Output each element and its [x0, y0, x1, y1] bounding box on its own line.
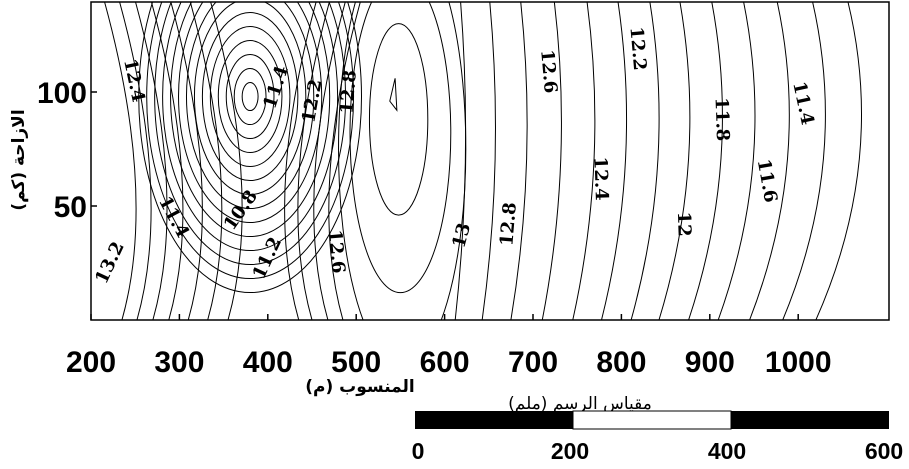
contour-label: 12.8 [336, 69, 361, 115]
x-tick-label: 400 [243, 346, 293, 379]
contour-line [138, 2, 362, 294]
contour-label: 12.2 [298, 78, 326, 125]
x-tick-label: 1000 [765, 346, 832, 379]
scale-bar-title: مقياس الرسم (ملم) [508, 394, 652, 414]
contour-line [688, 2, 723, 320]
x-axis-label: المنسوب (م) [305, 377, 415, 397]
x-tick-label: 600 [420, 346, 470, 379]
contour-line [233, 68, 267, 126]
x-axis-ticks: 200 300 400 500 600 700 800 900 1000 [66, 314, 832, 379]
scale-segment-3 [731, 411, 889, 429]
contour-line [510, 2, 528, 320]
contour-line [225, 54, 275, 140]
contour-line [630, 2, 660, 320]
x-tick-label: 800 [596, 346, 646, 379]
contour-line [170, 2, 331, 238]
contour-line [389, 78, 398, 112]
contour-label: 11.4 [788, 80, 818, 127]
x-tick-label: 500 [331, 346, 381, 379]
contour-line [201, 12, 299, 182]
contour-line [241, 82, 259, 112]
contour-line [150, 2, 184, 320]
contour-label: 12.6 [324, 229, 349, 275]
contour-line [193, 2, 307, 196]
contour-line [338, 2, 467, 320]
contour-line [717, 2, 756, 320]
contour-label: 12.6 [536, 49, 561, 95]
contour-line [601, 2, 628, 320]
contour-label: 11.4 [154, 193, 193, 242]
scale-tick-400: 400 [708, 438, 746, 464]
x-tick-label: 200 [66, 346, 116, 379]
contour-label: 11.2 [249, 234, 287, 283]
contour-label: 10.8 [220, 186, 262, 234]
contour-line [368, 23, 429, 216]
contour-lines [104, 2, 862, 320]
scale-bar: مقياس الرسم (ملم) 0 200 400 600 [412, 394, 904, 464]
contour-line [119, 2, 152, 320]
contour-line [210, 2, 243, 320]
y-tick-label: 50 [54, 191, 87, 224]
contour-line [189, 2, 223, 320]
contour-line [104, 2, 137, 320]
contour-label: 11.4 [259, 63, 293, 111]
contour-line [815, 2, 862, 320]
contour-line [146, 2, 355, 280]
contour-label: 12.2 [625, 26, 650, 72]
contour-label: 12.8 [496, 201, 521, 247]
scale-tick-0: 0 [412, 438, 425, 464]
x-tick-label: 300 [154, 346, 204, 379]
contour-label: 11.6 [753, 157, 781, 204]
contour-line [284, 2, 317, 320]
x-tick-label: 900 [685, 346, 735, 379]
contour-line [454, 2, 467, 320]
contour-line [328, 2, 361, 320]
contour-label: 12 [673, 211, 695, 237]
contour-line [782, 2, 826, 320]
scale-tick-600: 600 [865, 438, 903, 464]
contour-label: 12.4 [119, 57, 149, 104]
y-axis-label: الازاحة (كم) [9, 109, 29, 210]
contour-line [162, 2, 339, 252]
contour-label: 13.2 [91, 238, 129, 287]
contour-line [217, 40, 283, 154]
contour-line [349, 2, 452, 294]
contour-line [481, 2, 496, 320]
contour-line [154, 2, 347, 266]
contour-label: 12.4 [589, 156, 612, 201]
contour-line [572, 2, 596, 320]
scale-segment-1 [415, 411, 573, 429]
x-tick-label: 700 [508, 346, 558, 379]
contour-line [297, 2, 330, 320]
contour-line [313, 2, 346, 320]
y-axis-ticks: 50 100 [37, 77, 97, 224]
contour-line [749, 2, 790, 320]
scale-segment-2 [572, 410, 732, 430]
contour-label: 13 [448, 221, 475, 251]
y-tick-label: 100 [37, 77, 87, 110]
contour-line [135, 2, 168, 320]
contour-line [209, 26, 291, 168]
contour-line [658, 2, 691, 320]
contour-line [170, 2, 203, 320]
contour-line [178, 2, 323, 224]
contour-label: 11.8 [711, 97, 734, 142]
contour-line [185, 2, 315, 210]
scale-tick-200: 200 [551, 438, 589, 464]
contour-line [541, 2, 562, 320]
